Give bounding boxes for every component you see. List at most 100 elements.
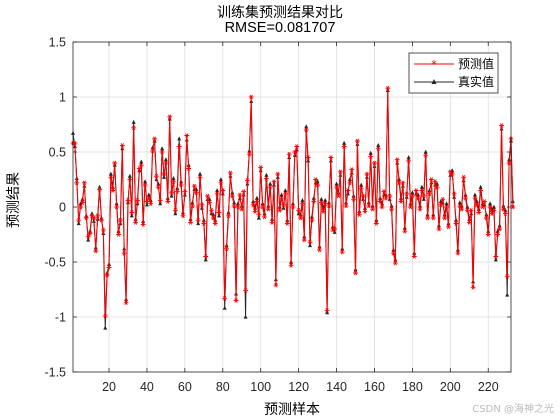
data-point-predicted: [290, 204, 296, 210]
data-point-predicted: [169, 190, 174, 196]
data-point-predicted: [161, 171, 167, 177]
data-point-predicted: [502, 211, 508, 216]
data-point-actual: [169, 193, 174, 198]
data-point-actual: [323, 198, 328, 202]
data-point-actual: [254, 195, 259, 200]
data-point-predicted: [246, 151, 252, 157]
data-point-predicted: [491, 207, 497, 213]
data-point-predicted: [463, 195, 468, 201]
legend-label-actual: 真实值: [458, 74, 494, 89]
data-point-predicted: [345, 188, 351, 193]
legend: * 预测值 真实值: [408, 52, 499, 94]
data-point-predicted: [214, 191, 220, 197]
data-point-predicted: [368, 154, 374, 159]
data-point-predicted: [123, 300, 129, 306]
data-point-predicted: [216, 210, 222, 215]
data-point-actual: [467, 216, 472, 221]
data-point-predicted: [389, 206, 394, 212]
data-point-predicted: [157, 198, 163, 203]
data-point-actual: [465, 204, 470, 209]
data-point-predicted: [362, 209, 368, 214]
data-point-predicted: [127, 177, 133, 182]
data-point-predicted: [142, 182, 148, 188]
data-point-predicted: [493, 254, 499, 259]
data-point-predicted: [501, 206, 506, 212]
data-point-predicted: [351, 196, 357, 202]
x-tick-label: 120: [288, 380, 309, 394]
data-point-actual: [256, 215, 261, 220]
data-point-predicted: [353, 270, 358, 276]
data-point-predicted: [318, 200, 324, 205]
data-point-predicted: [159, 149, 165, 155]
data-point-predicted: [402, 228, 408, 234]
data-point-predicted: [264, 176, 269, 181]
data-point-actual: [217, 213, 221, 218]
data-point-predicted: [294, 144, 300, 149]
data-point-predicted: [377, 199, 383, 204]
data-point-predicted: [155, 184, 161, 190]
data-point-predicted: [411, 254, 417, 259]
data-point-predicted: [466, 220, 472, 225]
data-point-predicted: [451, 191, 457, 197]
data-point-predicted: [309, 217, 315, 223]
data-point-actual: [127, 173, 132, 178]
data-point-predicted: [449, 171, 455, 177]
y-tick-label: 0: [59, 201, 66, 215]
data-point-predicted: [472, 195, 478, 201]
data-point-predicted: [119, 143, 125, 148]
data-point-predicted: [203, 254, 209, 259]
data-point-predicted: [135, 198, 140, 203]
data-point-predicted: [233, 298, 239, 303]
data-point-actual: [158, 201, 163, 206]
data-point-predicted: [108, 174, 114, 180]
data-point-actual: [283, 188, 288, 193]
data-point-predicted: [322, 201, 328, 207]
data-point-actual: [162, 174, 167, 179]
data-point-predicted: [495, 232, 501, 237]
data-point-actual: [177, 136, 182, 141]
data-point-actual: [450, 168, 455, 173]
data-point-predicted: [222, 295, 228, 301]
data-point-predicted: [398, 199, 404, 204]
data-point-actual: [108, 171, 113, 176]
data-point-actual: [334, 181, 339, 186]
data-point-actual: [389, 203, 394, 208]
data-point-predicted: [273, 282, 279, 288]
data-point-predicted: [182, 189, 188, 194]
data-point-predicted: [129, 210, 135, 215]
data-point-predicted: [100, 227, 106, 233]
data-point-predicted: [292, 149, 298, 155]
data-point-predicted: [447, 169, 453, 175]
data-point-predicted: [470, 284, 476, 290]
data-point-predicted: [455, 250, 461, 256]
data-point-predicted: [110, 188, 116, 193]
data-point-predicted: [339, 249, 345, 255]
data-point-actual: [319, 196, 324, 201]
data-point-predicted: [163, 160, 169, 166]
data-point-actual: [472, 192, 477, 197]
data-point-predicted: [305, 155, 311, 160]
watermark: CSDN @海神之光: [472, 404, 554, 415]
data-point-predicted: [76, 217, 82, 223]
data-point-predicted: [474, 202, 480, 208]
data-point-predicted: [326, 203, 332, 209]
data-point-predicted: [468, 207, 474, 213]
data-point-predicted: [262, 214, 267, 220]
data-point-predicted: [425, 215, 430, 221]
legend-label-predicted: 预测值: [458, 56, 494, 71]
data-point-predicted: [81, 180, 87, 186]
x-tick-label: 160: [364, 380, 385, 394]
data-point-predicted: [459, 206, 465, 212]
data-point-predicted: [226, 213, 231, 219]
data-point-predicted: [499, 123, 504, 128]
data-point-actual: [281, 205, 286, 210]
data-point-predicted: [125, 198, 131, 203]
data-point-predicted: [250, 202, 256, 208]
data-point-actual: [368, 150, 373, 155]
y-tick-label: 1.5: [49, 36, 66, 50]
data-point-actual: [89, 211, 94, 216]
data-point-predicted: [154, 173, 159, 179]
data-point-predicted: [324, 308, 330, 313]
data-point-predicted: [427, 191, 432, 197]
